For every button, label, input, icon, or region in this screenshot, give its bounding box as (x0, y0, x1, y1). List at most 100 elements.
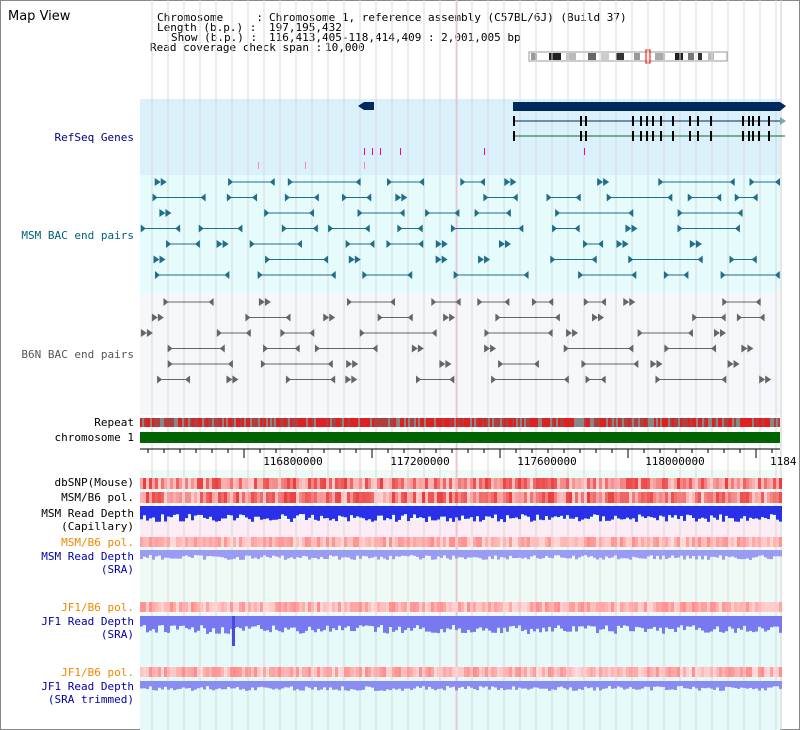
depth-bar (629, 616, 632, 632)
repeat-segment (450, 418, 452, 427)
bac-end (722, 298, 728, 306)
heat-cell (200, 478, 203, 489)
refseq-genes-label[interactable]: RefSeq Genes (54, 131, 134, 144)
heat-cell (296, 667, 299, 677)
repeat-segment (424, 418, 426, 427)
bac-end (167, 344, 173, 353)
msm-bac-label[interactable]: MSM BAC end pairs (21, 229, 134, 242)
jf1-pol-label[interactable]: JF1/B6 pol. (61, 601, 134, 614)
depth-bar (686, 550, 689, 556)
heat-cell (581, 492, 584, 503)
msm-depth-cap-label-1[interactable]: MSM Read Depth (41, 507, 134, 520)
depth-bar (356, 681, 359, 691)
repeat-segment (724, 418, 726, 427)
depth-bar (731, 681, 734, 688)
heat-cell (263, 492, 266, 503)
jf1-trim-label-1[interactable]: JF1 Read Depth (41, 680, 134, 693)
depth-bar (239, 550, 242, 560)
depth-bar (611, 681, 614, 689)
heat-cell (173, 602, 176, 612)
heat-cell (344, 492, 347, 503)
heat-cell (218, 478, 221, 489)
bac-end (153, 255, 160, 264)
bac-end (460, 178, 466, 186)
bac-end (287, 178, 293, 186)
bac-end (167, 360, 173, 368)
depth-bar (491, 681, 494, 687)
depth-bar (590, 550, 593, 557)
depth-bar (461, 506, 464, 516)
msm-pol2-label[interactable]: MSM/B6 pol. (61, 536, 134, 549)
heat-cell (347, 667, 350, 677)
bac-end (265, 255, 271, 264)
heat-cell (215, 667, 218, 677)
heat-cell (617, 492, 620, 503)
msm-pol-label[interactable]: MSM/B6 pol. (61, 491, 134, 504)
depth-bar (749, 616, 752, 631)
dbsnp-label[interactable]: dbSNP(Mouse) (54, 476, 134, 489)
depth-bar (197, 616, 200, 631)
repeat-segment (518, 418, 520, 427)
depth-bar (587, 550, 590, 558)
heat-cell (449, 492, 452, 503)
depth-bar (560, 616, 563, 629)
bac-end (752, 193, 758, 202)
heat-cell (686, 478, 689, 489)
jf1-depth-label-1[interactable]: JF1 Read Depth (41, 615, 134, 628)
bac-end (280, 329, 286, 337)
jf1-pol2-label[interactable]: JF1/B6 pol. (61, 666, 134, 679)
b6n-bac-label[interactable]: B6N BAC end pairs (21, 348, 134, 361)
depth-bar (446, 550, 449, 559)
depth-bar (269, 616, 272, 633)
heat-cell (641, 667, 644, 677)
heat-cell (560, 492, 563, 503)
heat-cell (728, 537, 731, 547)
heat-cell (662, 537, 665, 547)
heat-cell (512, 667, 515, 677)
repeat-segment (276, 418, 278, 427)
depth-bar (245, 681, 248, 691)
bac-end (159, 255, 166, 264)
heat-cell (392, 667, 395, 677)
bac-end (518, 224, 524, 233)
heat-cell (644, 667, 647, 677)
depth-bar (479, 550, 482, 559)
msm-depth-sra-label-1[interactable]: MSM Read Depth (41, 550, 134, 563)
heat-cell (281, 602, 284, 612)
heat-cell (308, 478, 311, 489)
bac-end (774, 271, 780, 279)
depth-bar (548, 550, 551, 558)
heat-cell (368, 537, 371, 547)
heat-cell (599, 602, 602, 612)
heat-cell (551, 667, 554, 677)
depth-bar (434, 681, 437, 691)
heat-cell (548, 492, 551, 503)
repeat-segment (556, 418, 558, 427)
bac-end (226, 193, 232, 202)
heat-cell (479, 478, 482, 489)
depth-bar (506, 616, 509, 632)
depth-bar (152, 550, 155, 560)
heat-cell (632, 537, 635, 547)
repeat-segment (462, 418, 464, 427)
heat-cell (371, 492, 374, 503)
bac-end (323, 313, 330, 322)
heat-cell (659, 478, 662, 489)
depth-bar (587, 506, 590, 519)
depth-bar (311, 616, 314, 631)
depth-bar (143, 550, 146, 557)
repeat-segment (158, 418, 160, 427)
depth-bar (206, 681, 209, 687)
repeat-segment (366, 418, 368, 427)
depth-bar (245, 550, 248, 556)
depth-bar (317, 616, 320, 629)
depth-bar (707, 681, 710, 688)
bac-end (249, 240, 255, 248)
heat-cell (617, 602, 620, 612)
depth-bar (566, 550, 569, 559)
heat-cell (518, 492, 521, 503)
heat-cell (611, 537, 614, 547)
heat-cell (245, 667, 248, 677)
depth-bar (626, 681, 629, 689)
